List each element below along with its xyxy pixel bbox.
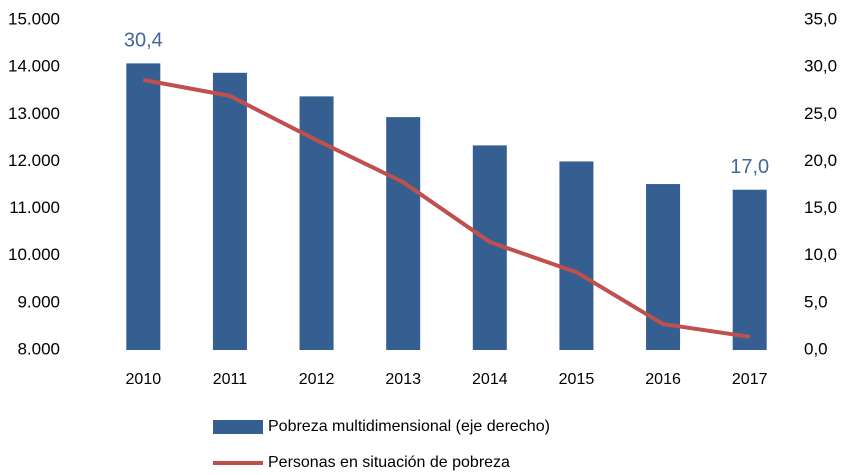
legend-label: Pobreza multidimensional (eje derecho) <box>268 418 550 435</box>
legend-swatch <box>213 420 263 434</box>
x-tick-label: 2010 <box>126 371 162 388</box>
bar <box>732 189 767 350</box>
y2-tick-label: 5,0 <box>804 292 828 311</box>
x-tick-label: 2011 <box>213 371 248 388</box>
y2-tick-label: 30,0 <box>804 57 837 76</box>
x-tick-label: 2015 <box>559 371 595 388</box>
x-tick-label: 2012 <box>299 371 335 388</box>
line <box>142 77 750 339</box>
y2-tick-label: 25,0 <box>804 104 837 123</box>
y-tick-label: 10.000 <box>8 245 60 264</box>
y2-tick-label: 35,0 <box>804 9 837 28</box>
data-label: 30,4 <box>124 30 163 52</box>
bar <box>559 161 594 350</box>
y2-tick-label: 10,0 <box>804 245 837 264</box>
x-tick-label: 2014 <box>472 371 508 388</box>
bar <box>386 117 421 350</box>
x-tick-label: 2016 <box>645 371 681 388</box>
y-tick-label: 11.000 <box>9 198 60 217</box>
y-tick-label: 9.000 <box>17 292 60 311</box>
y2-tick-label: 0,0 <box>804 339 828 358</box>
y2-tick-label: 15,0 <box>804 198 837 217</box>
y2-tick-label: 20,0 <box>804 151 837 170</box>
legend-label: Personas en situación de pobreza <box>268 454 510 471</box>
x-tick-label: 2013 <box>385 371 421 388</box>
bar <box>126 63 161 350</box>
y-tick-label: 13.000 <box>8 104 60 123</box>
y-tick-label: 14.000 <box>8 57 60 76</box>
x-tick-label: 2017 <box>732 371 768 388</box>
data-label: 17,0 <box>730 156 769 178</box>
y-tick-label: 15.000 <box>8 9 60 28</box>
y-tick-label: 8.000 <box>17 339 60 358</box>
y-tick-label: 12.000 <box>8 151 60 170</box>
bar <box>212 72 247 351</box>
